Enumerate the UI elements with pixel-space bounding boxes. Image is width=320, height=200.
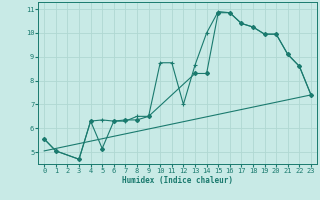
X-axis label: Humidex (Indice chaleur): Humidex (Indice chaleur) [122, 176, 233, 185]
